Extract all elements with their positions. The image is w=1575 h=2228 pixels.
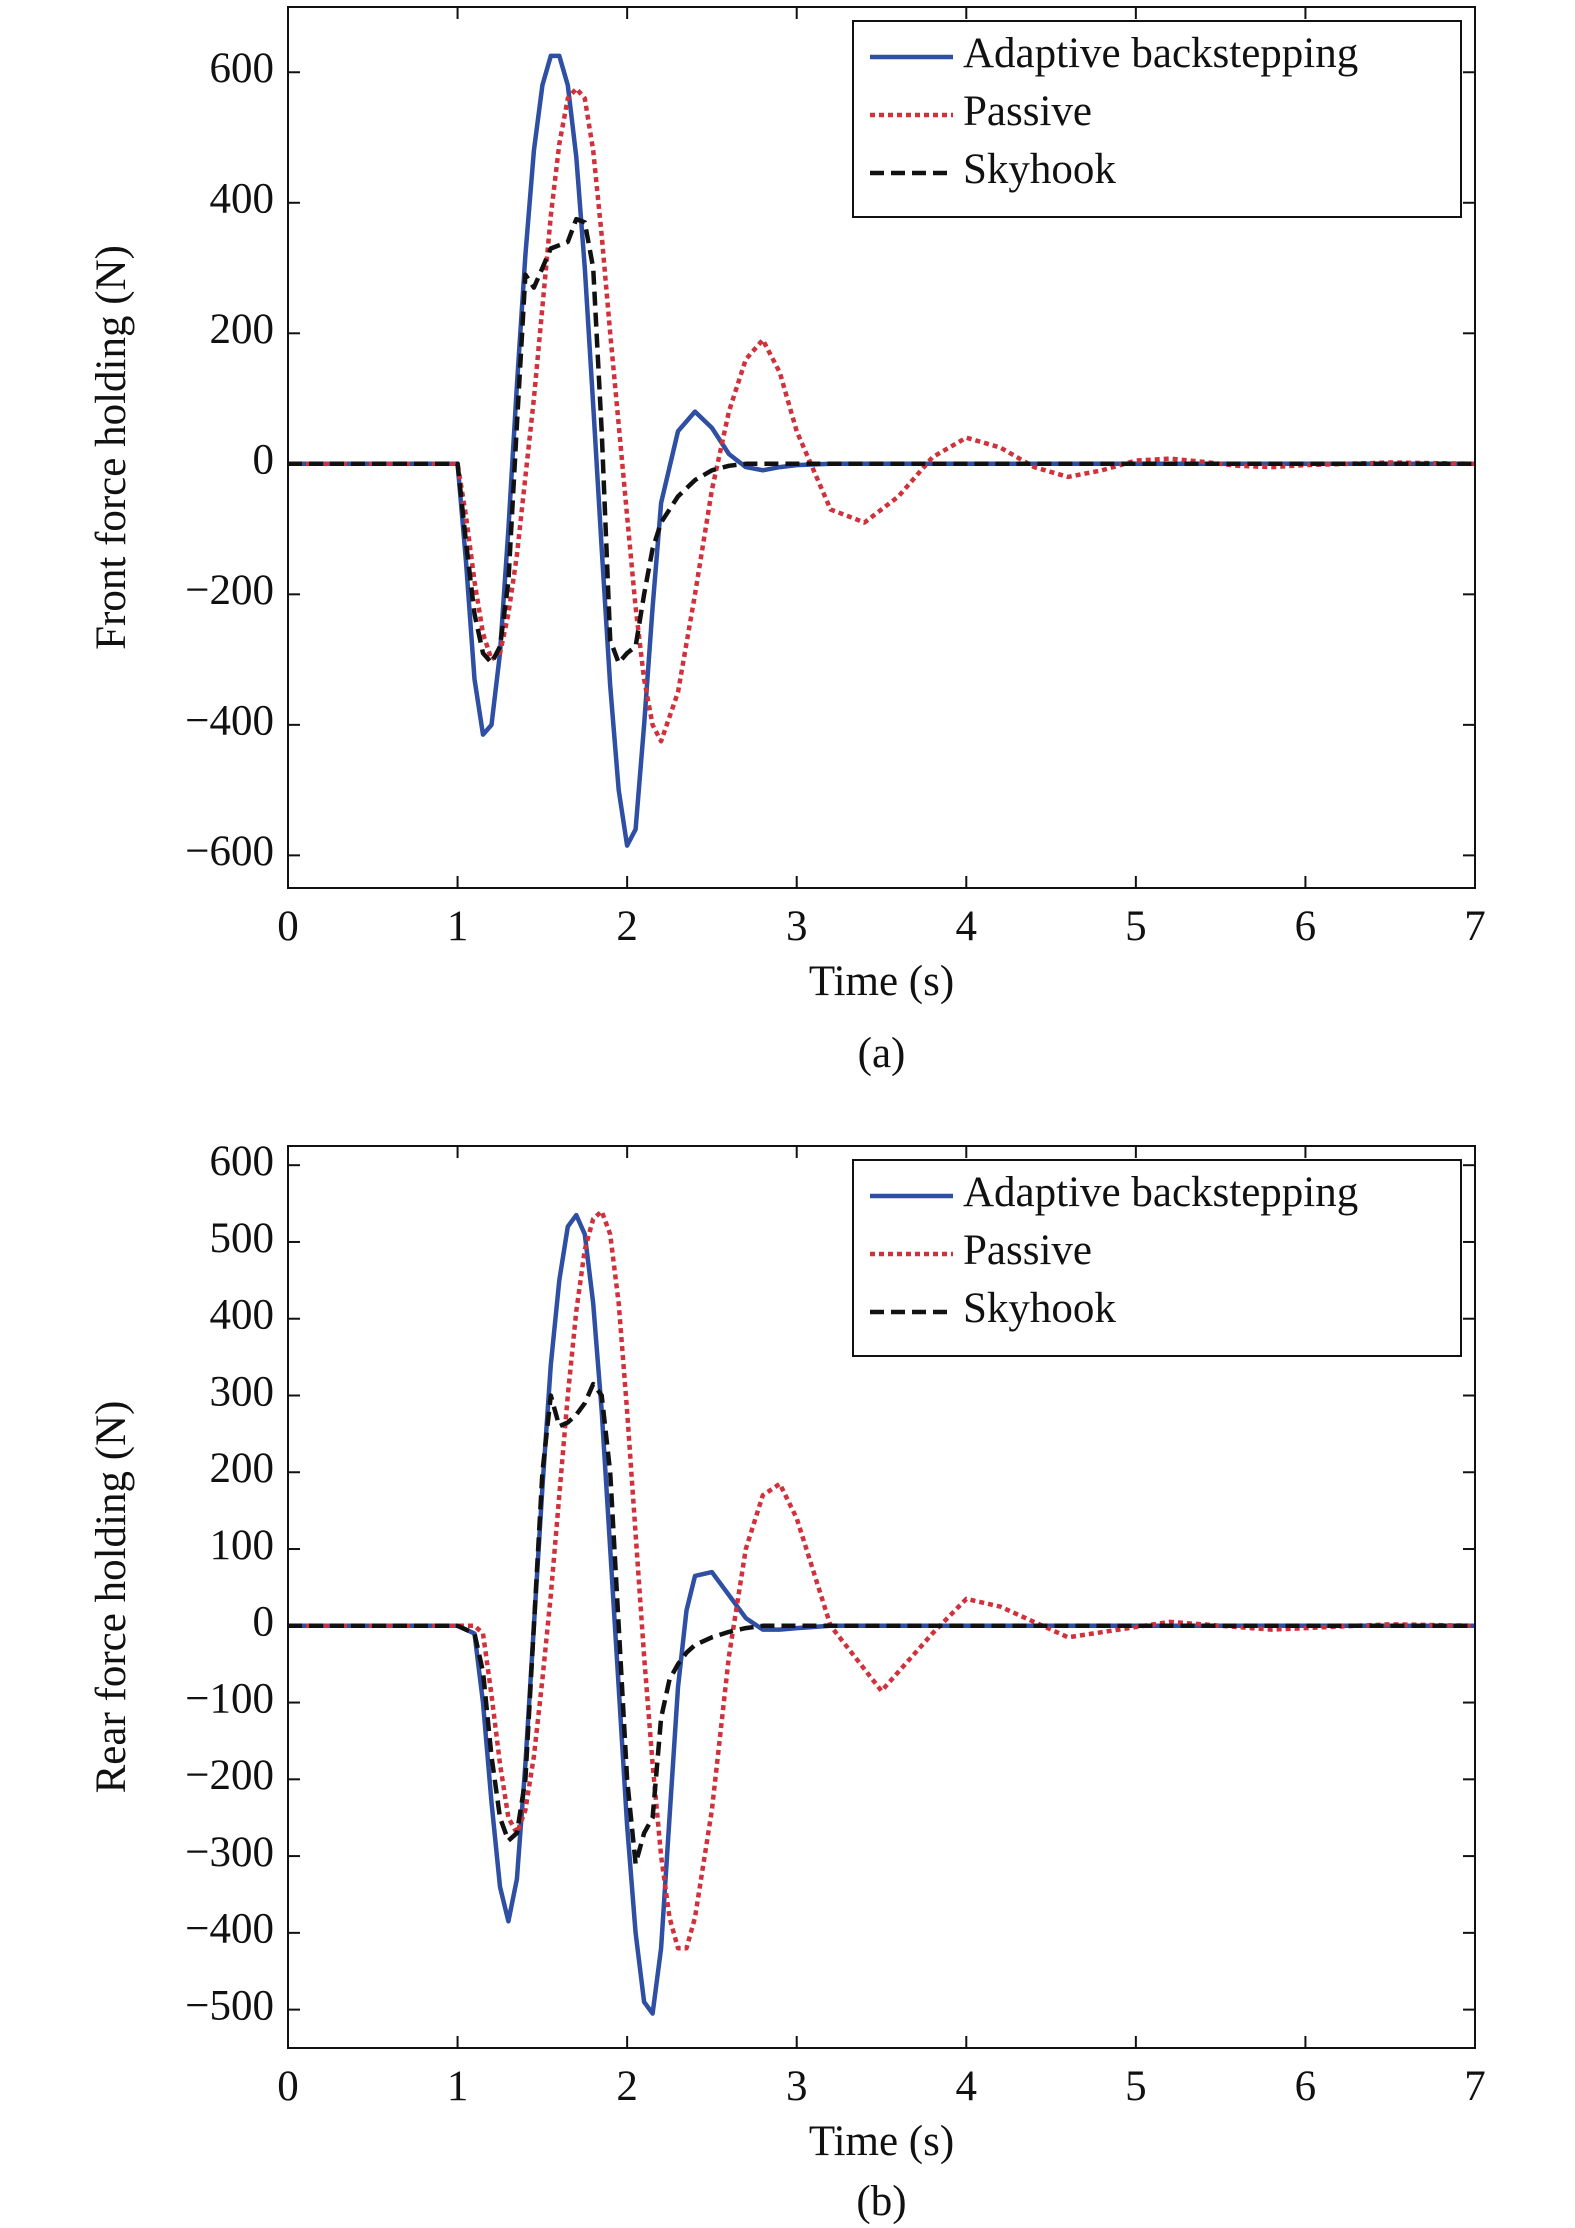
y-tick-label: 600: [210, 45, 275, 92]
y-tick-label: −600: [185, 828, 274, 875]
plot-frame: [287, 6, 1476, 889]
y-tick-label: 500: [210, 1215, 275, 1262]
y-tick-label: 0: [253, 1599, 275, 1646]
y-tick-label: −200: [185, 1752, 274, 1799]
x-axis-label: Time (s): [809, 958, 954, 1005]
series-line: [288, 86, 1476, 744]
y-tick-label: −200: [185, 567, 274, 614]
x-tick-label: 7: [1464, 2063, 1486, 2110]
x-tick-label: 1: [447, 2063, 469, 2110]
plot-frame: [287, 1145, 1476, 2049]
x-tick-label: 6: [1295, 2063, 1317, 2110]
y-tick-label: −500: [185, 1982, 274, 2029]
caption: (b): [856, 2178, 906, 2225]
y-tick-label: −300: [185, 1829, 274, 1876]
x-tick-label: 5: [1125, 2063, 1147, 2110]
legend-box: [852, 1159, 1462, 1357]
y-tick-label: −100: [185, 1675, 274, 1722]
legend-label: Passive: [963, 88, 1092, 135]
x-tick-label: 5: [1125, 903, 1147, 950]
legend-box: [852, 20, 1462, 218]
y-tick-label: 0: [253, 437, 275, 484]
legend-label: Skyhook: [963, 146, 1116, 193]
y-tick-label: 200: [210, 306, 275, 353]
x-tick-label: 4: [956, 2063, 978, 2110]
y-axis-label: Front force holding (N): [88, 245, 135, 650]
x-tick-label: 3: [786, 903, 808, 950]
legend-label: Skyhook: [963, 1285, 1116, 1332]
series-line: [288, 1209, 1476, 1951]
x-tick-label: 4: [956, 903, 978, 950]
series-line: [288, 1381, 1475, 1867]
x-tick-label: 0: [277, 903, 299, 950]
x-tick-label: 3: [786, 2063, 808, 2110]
x-tick-label: 0: [277, 2063, 299, 2110]
x-tick-label: 7: [1464, 903, 1486, 950]
legend-label: Adaptive backstepping: [963, 30, 1358, 77]
x-tick-label: 1: [447, 903, 469, 950]
y-tick-label: 400: [210, 176, 275, 223]
y-tick-label: 600: [210, 1138, 275, 1185]
x-tick-label: 2: [616, 2063, 638, 2110]
x-tick-label: 2: [616, 903, 638, 950]
caption: (a): [858, 1030, 906, 1077]
legend-label: Passive: [963, 1227, 1092, 1274]
series-line: [288, 216, 1475, 666]
y-tick-label: 100: [210, 1522, 275, 1569]
y-tick-label: 400: [210, 1292, 275, 1339]
y-axis-label: Rear force holding (N): [88, 1401, 135, 1794]
legend-label: Adaptive backstepping: [963, 1169, 1358, 1216]
y-tick-label: −400: [185, 698, 274, 745]
y-tick-label: 200: [210, 1445, 275, 1492]
x-tick-label: 6: [1295, 903, 1317, 950]
y-tick-label: 300: [210, 1368, 275, 1415]
y-tick-label: −400: [185, 1906, 274, 1953]
x-axis-label: Time (s): [809, 2118, 954, 2165]
